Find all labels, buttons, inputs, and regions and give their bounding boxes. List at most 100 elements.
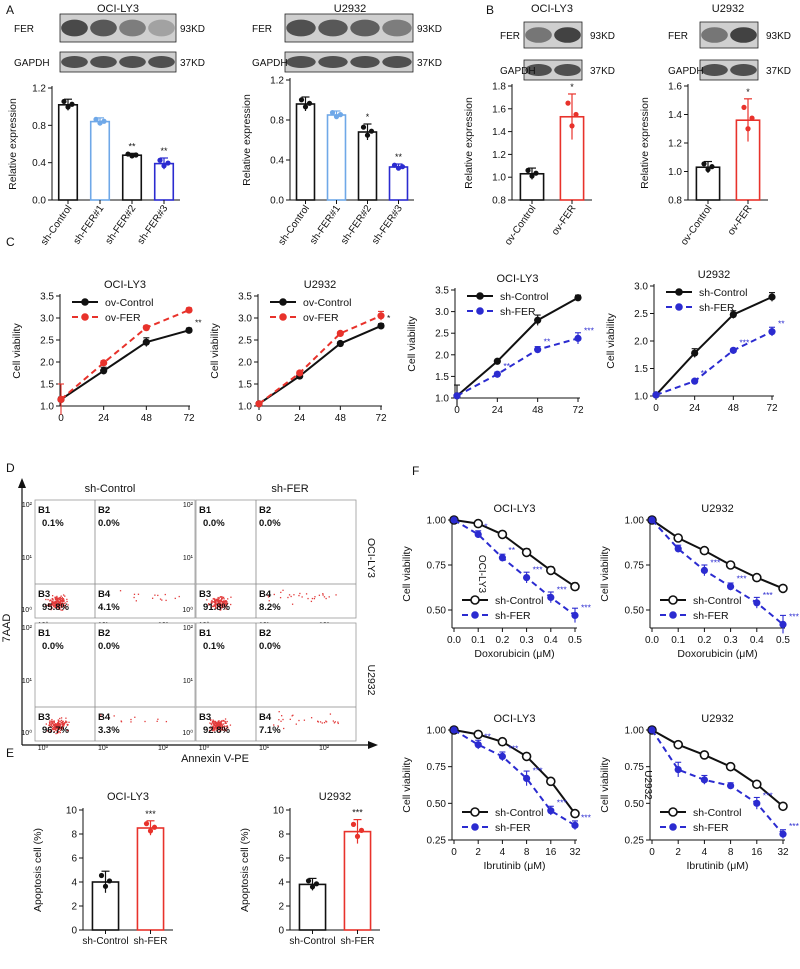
C4-x-tick-label: 24 [689,403,701,414]
a-ocily3-fer-band [61,19,88,37]
flow-event-dot [206,599,208,601]
flow-event-dot [301,596,303,598]
flow-event-dot [157,718,159,720]
flow-quadrant-name: B4 [98,712,111,723]
flow-event-dot [57,599,59,602]
flow-event-dot [57,722,59,724]
flow-event-dot [220,596,222,598]
flow-event-dot [59,717,61,720]
A1-bar [57,104,79,201]
C1-data-point [57,395,65,403]
flow-event-dot [54,725,56,728]
panel-letter-c: C [6,235,15,249]
flow-event-dot [213,727,216,730]
E1-y-tick-label: 4 [71,878,77,889]
a-ocily3-gapdh-band [119,56,146,68]
flow-event-dot [57,730,59,732]
F1-data-point [521,547,532,558]
C3-y-label: Cell viability [406,316,418,372]
B1-y-tick-label: 1.2 [492,150,506,161]
a-ocily3-blot-title: OCI-LY3 [97,3,139,15]
flow-event-dot [62,724,65,726]
C2-y-label: Cell viability [209,323,221,379]
flow-quadrant-value: 4.1% [98,602,120,613]
F1-data-point [571,611,579,620]
F2-title: U2932 [701,503,733,515]
flow-quadrant-name: B2 [259,505,271,516]
C1-data-point [185,326,193,334]
B2-replicate-dot [709,164,715,170]
flow-event-dot [215,725,218,728]
F2-x-tick-label: 0.2 [697,635,711,646]
a-ocily3-gapdh-band [61,56,88,68]
flow-quadrant-name: B1 [38,628,51,639]
flow-quadrant-value: 7.1% [259,725,281,736]
chart-F2: 0.50 0.75 1.00 Cell viability U2932 0.0 0.1 0.2… [599,503,800,660]
F2-series-line [651,519,784,626]
F1-x-tick-label: 0.0 [447,635,461,646]
flow-event-dot [59,727,61,729]
flow-event-dot [57,731,59,733]
flow-event-dot [55,607,58,610]
flow-event-dot [225,605,228,607]
C1-y-label: Cell viability [11,323,23,379]
flow-quadrant-value: 8.2% [259,602,281,613]
F1-data-point [473,518,484,529]
C2-series-line [258,325,382,405]
flow-event-dot [226,601,228,603]
flow-event-dot [215,722,218,725]
F4-data-point [648,726,656,734]
flow-event-dot [58,726,60,728]
F2-x-tick-label: 0.4 [750,635,764,646]
flow-event-dot [55,724,58,726]
F2-data-point [699,545,710,556]
flow-event-dot [289,718,291,721]
flow-event-dot [54,597,56,600]
flow-event-dot [298,719,300,722]
A1-category-label: sh-FER#2 [104,203,139,247]
A2-y-tick-label: 0.8 [270,116,284,127]
flow-event-dot [62,725,64,727]
B1-significance: * [570,82,574,92]
b-ocily3-fer-label: FER [500,31,520,42]
flow-event-dot [52,603,54,606]
flow-event-dot [57,719,60,721]
flow-event-dot [220,604,223,607]
flow-event-dot [218,723,221,725]
flow-event-dot [57,604,60,607]
flow-event-dot [224,603,226,605]
chart-B2: 0.8 1.0 1.2 1.4 1.6 Relative expression ov-Con… [639,82,768,248]
flow-y-axis-label: 7AAD [1,614,13,643]
flow-event-dot [210,719,212,721]
flow-event-dot [59,729,62,732]
C3-y-tick-label: 2.5 [435,329,449,340]
C3-x-tick-label: 0 [454,405,460,416]
flow-event-dot [283,727,285,730]
C3-data-point [453,392,461,400]
flow-event-dot [217,726,219,729]
flow-event-dot [65,720,67,723]
flow-event-dot [57,602,59,604]
C4-y-tick-label: 3.0 [634,282,648,293]
a-ocily3-gapdh-band [90,56,117,68]
flow-event-dot [54,598,57,601]
flow-event-dot [215,721,217,724]
flow-quadrant-name: B3 [38,589,50,600]
flow-event-dot [219,724,222,727]
flow-event-dot [49,599,51,601]
C4-data-point [729,311,737,319]
flow-event-dot [51,603,53,605]
B2-category-label: ov-Control [679,203,714,247]
E1-replicate-dot [151,824,158,830]
F1-row-label: OCI-LY3 [476,555,487,594]
C3-x-tick-label: 72 [572,405,584,416]
A1-significance: ** [160,146,168,156]
B2-y-tick-label: 1.0 [668,167,682,178]
F1-data-point [545,565,556,576]
flow-event-dot [230,603,232,606]
flow-event-dot [217,728,220,730]
A1-replicate-dot [93,116,99,122]
B2-y-tick-label: 1.2 [668,139,682,150]
flow-event-dot [54,602,56,605]
flow-x-tick-label: 10¹ [98,745,109,752]
